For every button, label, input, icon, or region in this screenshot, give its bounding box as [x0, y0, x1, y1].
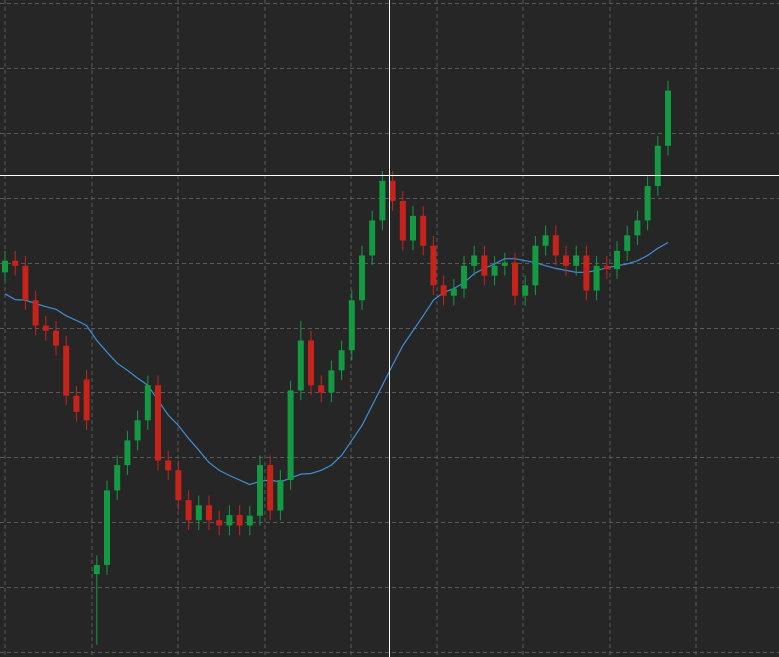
candle-body [257, 465, 263, 516]
candle-body [644, 186, 651, 221]
candle-body [104, 490, 110, 566]
candle-body [236, 515, 243, 526]
candle-body [389, 180, 396, 201]
candle-body [542, 235, 549, 246]
candle-body [124, 440, 131, 466]
candle-body [369, 220, 376, 256]
candle-body [297, 340, 304, 391]
candle-body [583, 255, 590, 291]
candle-body [328, 370, 335, 393]
candle-body [654, 145, 661, 187]
candle-body [471, 255, 478, 266]
candle-body [379, 180, 386, 221]
candle-body [348, 300, 355, 351]
candle-body [134, 420, 141, 441]
candle-body [277, 480, 284, 511]
candle-body [2, 260, 8, 273]
candle-body [53, 330, 59, 346]
candle-body [359, 255, 365, 301]
candle-body [512, 262, 518, 296]
candle-body [430, 245, 437, 286]
candle-body [552, 235, 559, 256]
candle-body [308, 340, 314, 386]
candle-body [42, 325, 49, 331]
candle-body [226, 515, 233, 526]
candle-body [563, 255, 569, 266]
candle-body [461, 265, 467, 289]
candle-body [634, 220, 641, 236]
candle-body [267, 465, 274, 511]
candle-body [114, 465, 121, 491]
candle-body [287, 390, 294, 481]
vertical-grid [4, 0, 697, 657]
candle-body [624, 235, 631, 251]
candle-body [665, 90, 671, 146]
candle-body [22, 265, 29, 301]
candle-body [410, 215, 416, 241]
candle-body [32, 300, 39, 326]
candle-body [93, 565, 100, 575]
candle-body [420, 215, 427, 246]
candle-body [195, 505, 202, 521]
candle-body [83, 379, 90, 421]
candle-body [246, 515, 253, 526]
candle-body [338, 350, 345, 371]
candle-body [440, 285, 447, 296]
candle-body [603, 265, 610, 270]
horizontal-grid [0, 3, 779, 653]
candle-body [185, 500, 192, 521]
candle-body [165, 460, 172, 471]
moving-average-line [4, 241, 669, 486]
candle-body [501, 262, 508, 266]
plot-area [2, 80, 671, 645]
candle-body [318, 385, 325, 393]
candle-body [522, 285, 529, 296]
candle-body [144, 385, 151, 421]
candle-body [206, 505, 212, 521]
candle-body [532, 245, 539, 286]
candle-body [175, 470, 182, 501]
candle-body [450, 288, 457, 296]
candle-body [573, 255, 580, 266]
candle-body [216, 520, 223, 526]
candle-body [155, 385, 161, 461]
candle-body [63, 345, 70, 396]
candle-body [73, 395, 80, 412]
candle-body [399, 200, 406, 241]
candle-body [593, 265, 600, 291]
candle-body [491, 265, 498, 276]
candle-body [614, 250, 620, 270]
candle-body [481, 255, 488, 276]
candle-body [12, 260, 19, 266]
